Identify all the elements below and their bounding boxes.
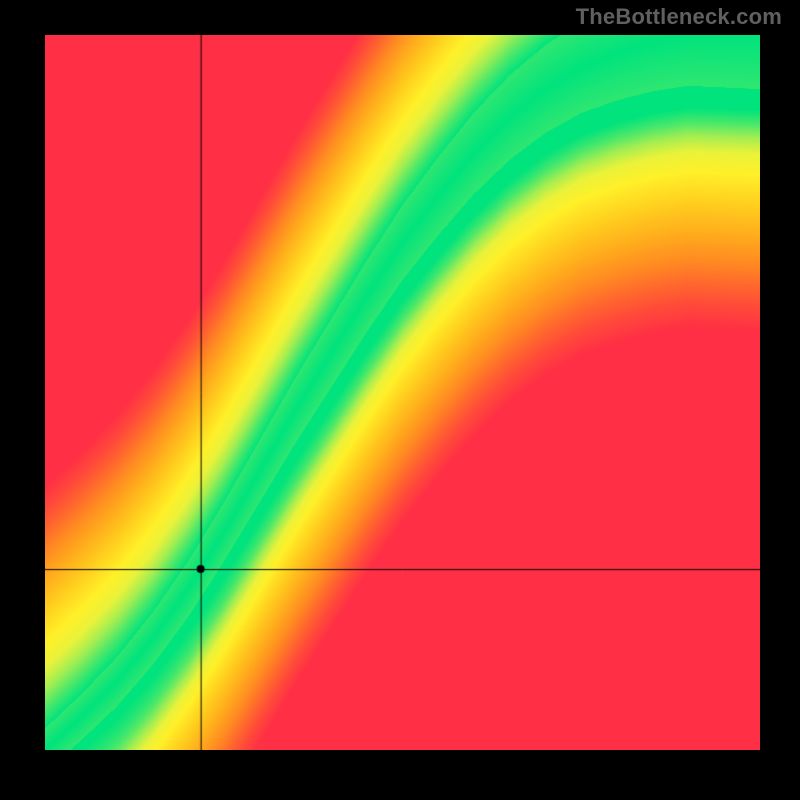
chart-container: TheBottleneck.com <box>0 0 800 800</box>
bottleneck-heatmap <box>45 35 760 750</box>
watermark-text: TheBottleneck.com <box>576 4 782 30</box>
